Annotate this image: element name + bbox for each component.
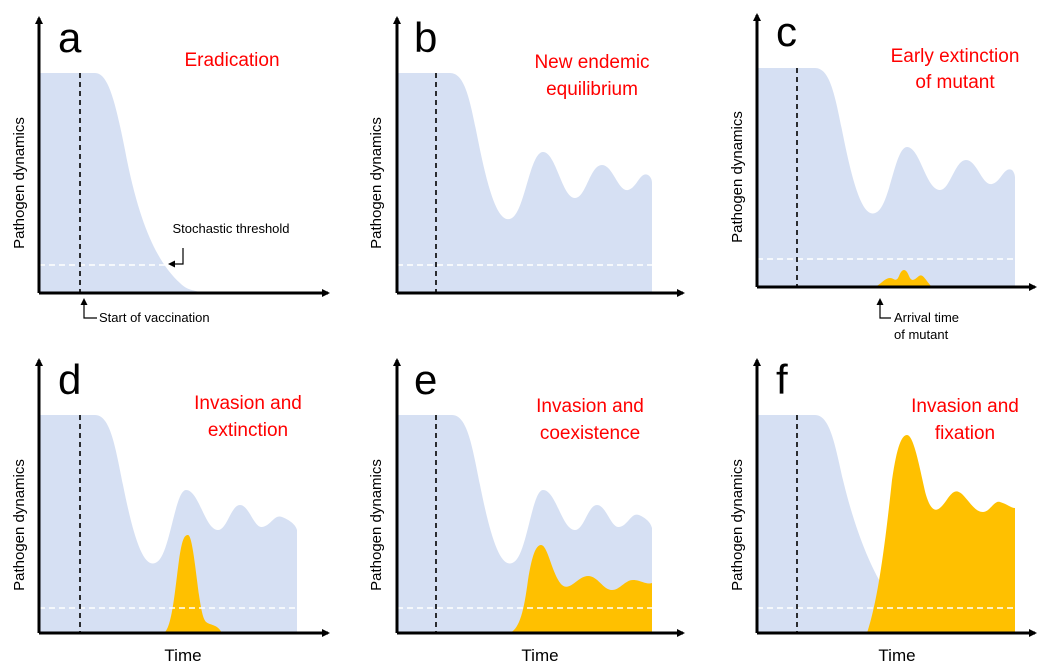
y-axis-label: Pathogen dynamics <box>729 111 746 243</box>
arrival-annotation-line-1: Arrival time <box>894 310 959 325</box>
panel-title-line-2: of mutant <box>915 72 995 93</box>
y-axis-label: Pathogen dynamics <box>11 459 28 591</box>
panel-b: b New endemic equilibrium Pathogen dynam… <box>368 14 685 297</box>
resident-area <box>39 415 297 633</box>
mutant-area <box>867 435 1015 633</box>
panel-c: c Early extinction of mutant Pathogen dy… <box>729 8 1037 342</box>
vaccination-arrow <box>80 298 97 319</box>
panel-f: f Invasion and fixation Pathogen dynamic… <box>729 356 1037 665</box>
panel-letter: a <box>58 14 82 61</box>
mutant-area <box>164 535 222 633</box>
y-axis-label: Pathogen dynamics <box>729 459 746 591</box>
panel-title-line-1: Invasion and <box>194 393 302 414</box>
panel-title-line-1: Early extinction <box>891 46 1020 67</box>
panel-title-line-1: Invasion and <box>911 396 1019 417</box>
panel-letter: f <box>776 356 788 403</box>
arrival-annotation-line-2: of mutant <box>894 327 949 342</box>
resident-area <box>757 415 882 633</box>
panel-d: d Invasion and extinction Pathogen dynam… <box>11 356 330 665</box>
y-axis-label: Pathogen dynamics <box>368 117 385 249</box>
panel-title-line-1: New endemic <box>534 52 649 73</box>
y-axis-label: Pathogen dynamics <box>368 459 385 591</box>
arrival-arrow <box>876 298 891 319</box>
x-axis-label: Time <box>164 646 201 665</box>
panel-title-line-2: coexistence <box>540 423 640 444</box>
panel-title-line-2: extinction <box>208 420 288 441</box>
resident-area <box>757 68 1015 287</box>
mutant-area <box>510 545 652 633</box>
panel-title-line-1: Invasion and <box>536 396 644 417</box>
x-axis-label: Time <box>878 646 915 665</box>
panel-title: Eradication <box>184 50 279 71</box>
vaccination-annotation: Start of vaccination <box>99 310 210 325</box>
x-axis-label: Time <box>521 646 558 665</box>
panel-letter: d <box>58 356 81 403</box>
y-axis-label: Pathogen dynamics <box>11 117 28 249</box>
threshold-arrow <box>168 248 184 268</box>
threshold-annotation: Stochastic threshold <box>172 221 289 236</box>
panel-a: a Eradication Pathogen dynamics Stochast… <box>11 14 330 325</box>
panel-letter: c <box>776 8 797 55</box>
panel-letter: e <box>414 356 437 403</box>
resident-area <box>397 73 652 293</box>
panel-letter: b <box>414 14 437 61</box>
mutant-area <box>875 270 932 287</box>
resident-area <box>39 73 205 293</box>
panel-title-line-2: fixation <box>935 423 995 444</box>
panel-e: e Invasion and coexistence Pathogen dyna… <box>368 356 685 665</box>
panel-title-line-2: equilibrium <box>546 79 638 100</box>
